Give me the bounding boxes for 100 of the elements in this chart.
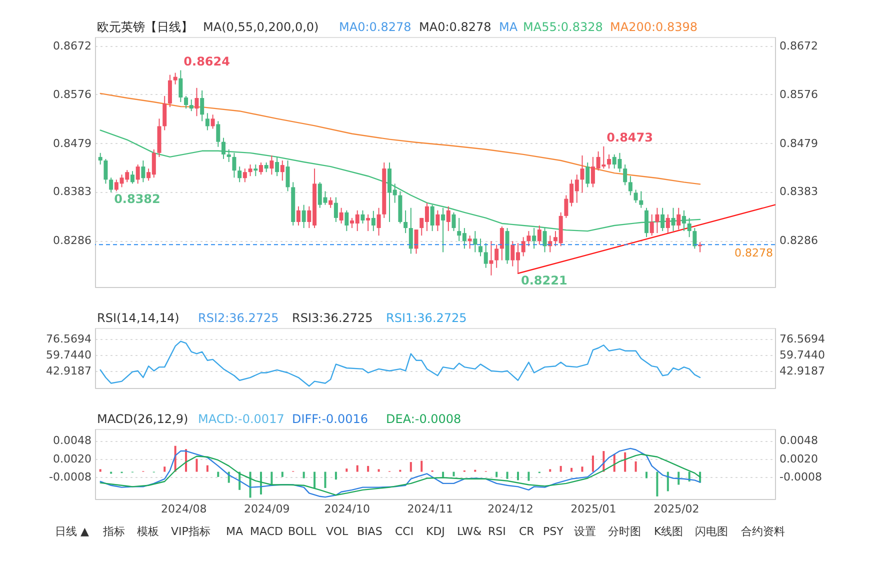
text: MA55:0.8328 bbox=[523, 20, 603, 34]
candlestick bbox=[254, 164, 258, 177]
y2-tick-label: 0.8383 bbox=[780, 185, 818, 198]
candlestick bbox=[226, 148, 231, 162]
text: PSY bbox=[543, 525, 564, 538]
candlestick bbox=[178, 70, 183, 103]
y2-tick-label: 0.8286 bbox=[780, 234, 818, 248]
ref-line-label: 0.8278 bbox=[734, 246, 773, 260]
text: MA200:0.8398 bbox=[610, 20, 698, 34]
bar bbox=[164, 466, 166, 472]
bar bbox=[356, 465, 358, 472]
y-tick-label: 42.9187 bbox=[46, 364, 92, 378]
candlestick bbox=[452, 212, 456, 232]
candlestick bbox=[376, 207, 381, 236]
y-tick-label: 0.8576 bbox=[53, 88, 92, 101]
candlestick bbox=[173, 72, 178, 85]
candlestick bbox=[189, 99, 194, 112]
candlestick bbox=[634, 189, 638, 204]
candlestick bbox=[436, 210, 440, 232]
candlestick bbox=[484, 242, 488, 268]
x-tick-label: 2025/01 bbox=[570, 502, 616, 516]
text: BIAS bbox=[357, 525, 382, 538]
text: DIFF:-0.0016 bbox=[292, 412, 368, 426]
text: MACD(26,12,9) bbox=[97, 412, 188, 426]
y2-tick-label: 0.8479 bbox=[780, 136, 818, 150]
candlestick bbox=[286, 160, 290, 192]
text: MA0:0.8278 bbox=[419, 20, 492, 34]
text: 分时图 bbox=[608, 525, 641, 538]
bar bbox=[570, 468, 573, 472]
text: VIP指标 bbox=[171, 525, 210, 538]
candlestick bbox=[334, 196, 338, 222]
candlestick bbox=[270, 154, 274, 176]
bar bbox=[442, 472, 444, 477]
candlestick bbox=[698, 242, 702, 253]
text: RSI bbox=[488, 525, 506, 538]
bar bbox=[581, 466, 584, 472]
bar bbox=[528, 472, 530, 481]
y2-tick-label: -0.0008 bbox=[780, 470, 822, 484]
line-series bbox=[100, 454, 701, 496]
y-tick-label: 0.8479 bbox=[53, 136, 92, 150]
candlestick bbox=[280, 160, 284, 182]
y-tick-label: 0.8286 bbox=[53, 234, 92, 248]
bar bbox=[196, 458, 198, 472]
candlestick bbox=[194, 87, 199, 117]
candlestick bbox=[205, 112, 210, 131]
bar bbox=[206, 465, 208, 472]
candlestick bbox=[494, 244, 499, 268]
annotation: 0.8382 bbox=[114, 192, 160, 206]
candlestick bbox=[586, 162, 590, 188]
bar bbox=[324, 472, 326, 488]
candlestick bbox=[371, 210, 376, 232]
line-series bbox=[100, 92, 701, 185]
candlestick bbox=[655, 207, 660, 234]
candlestick bbox=[344, 210, 349, 232]
text: RSI2:36.2725 bbox=[198, 311, 279, 325]
x-tick-label: 2024/09 bbox=[244, 502, 290, 516]
text: 设置 bbox=[574, 525, 596, 538]
y2-tick-label: 0.0020 bbox=[780, 452, 818, 466]
candlestick bbox=[404, 210, 408, 234]
x-tick-label: 2024/11 bbox=[407, 502, 453, 516]
bar bbox=[516, 472, 519, 480]
candlestick bbox=[222, 137, 226, 160]
candlestick bbox=[339, 207, 344, 224]
candlestick bbox=[264, 162, 268, 173]
candlestick bbox=[210, 114, 215, 130]
y-tick-label: 0.0048 bbox=[53, 434, 92, 448]
text: MA bbox=[499, 20, 518, 34]
text: MA bbox=[226, 525, 244, 538]
candlestick bbox=[168, 74, 172, 108]
text: 模板 bbox=[137, 525, 159, 538]
bar bbox=[99, 469, 102, 472]
bar bbox=[314, 472, 316, 488]
candlestick bbox=[446, 206, 450, 232]
text: LW& bbox=[457, 525, 482, 538]
candlestick bbox=[98, 152, 102, 166]
candlestick bbox=[360, 210, 365, 224]
candlestick bbox=[232, 152, 236, 178]
y2-tick-label: 59.7440 bbox=[780, 348, 825, 362]
candlestick bbox=[537, 225, 542, 246]
y2-tick-label: 76.5694 bbox=[780, 332, 825, 346]
candlestick bbox=[200, 90, 204, 122]
text: RSI(14,14,14) bbox=[97, 311, 180, 325]
y2-tick-label: 0.8672 bbox=[780, 40, 818, 53]
bar bbox=[560, 466, 562, 472]
bar bbox=[592, 456, 594, 472]
bar bbox=[217, 472, 220, 477]
bar bbox=[506, 472, 508, 479]
candlestick bbox=[489, 240, 494, 276]
y-tick-label: 76.5694 bbox=[46, 332, 92, 346]
candlestick bbox=[623, 164, 628, 186]
x-tick-label: 2024/12 bbox=[488, 502, 534, 516]
candlestick bbox=[275, 156, 280, 177]
candlestick bbox=[141, 160, 146, 183]
y-tick-label: -0.0008 bbox=[49, 470, 92, 484]
y-tick-label: 59.7440 bbox=[46, 348, 92, 362]
bar bbox=[656, 472, 658, 496]
text: CR bbox=[519, 525, 535, 538]
candlestick bbox=[130, 170, 134, 184]
bar bbox=[281, 472, 284, 477]
bar bbox=[634, 461, 637, 472]
